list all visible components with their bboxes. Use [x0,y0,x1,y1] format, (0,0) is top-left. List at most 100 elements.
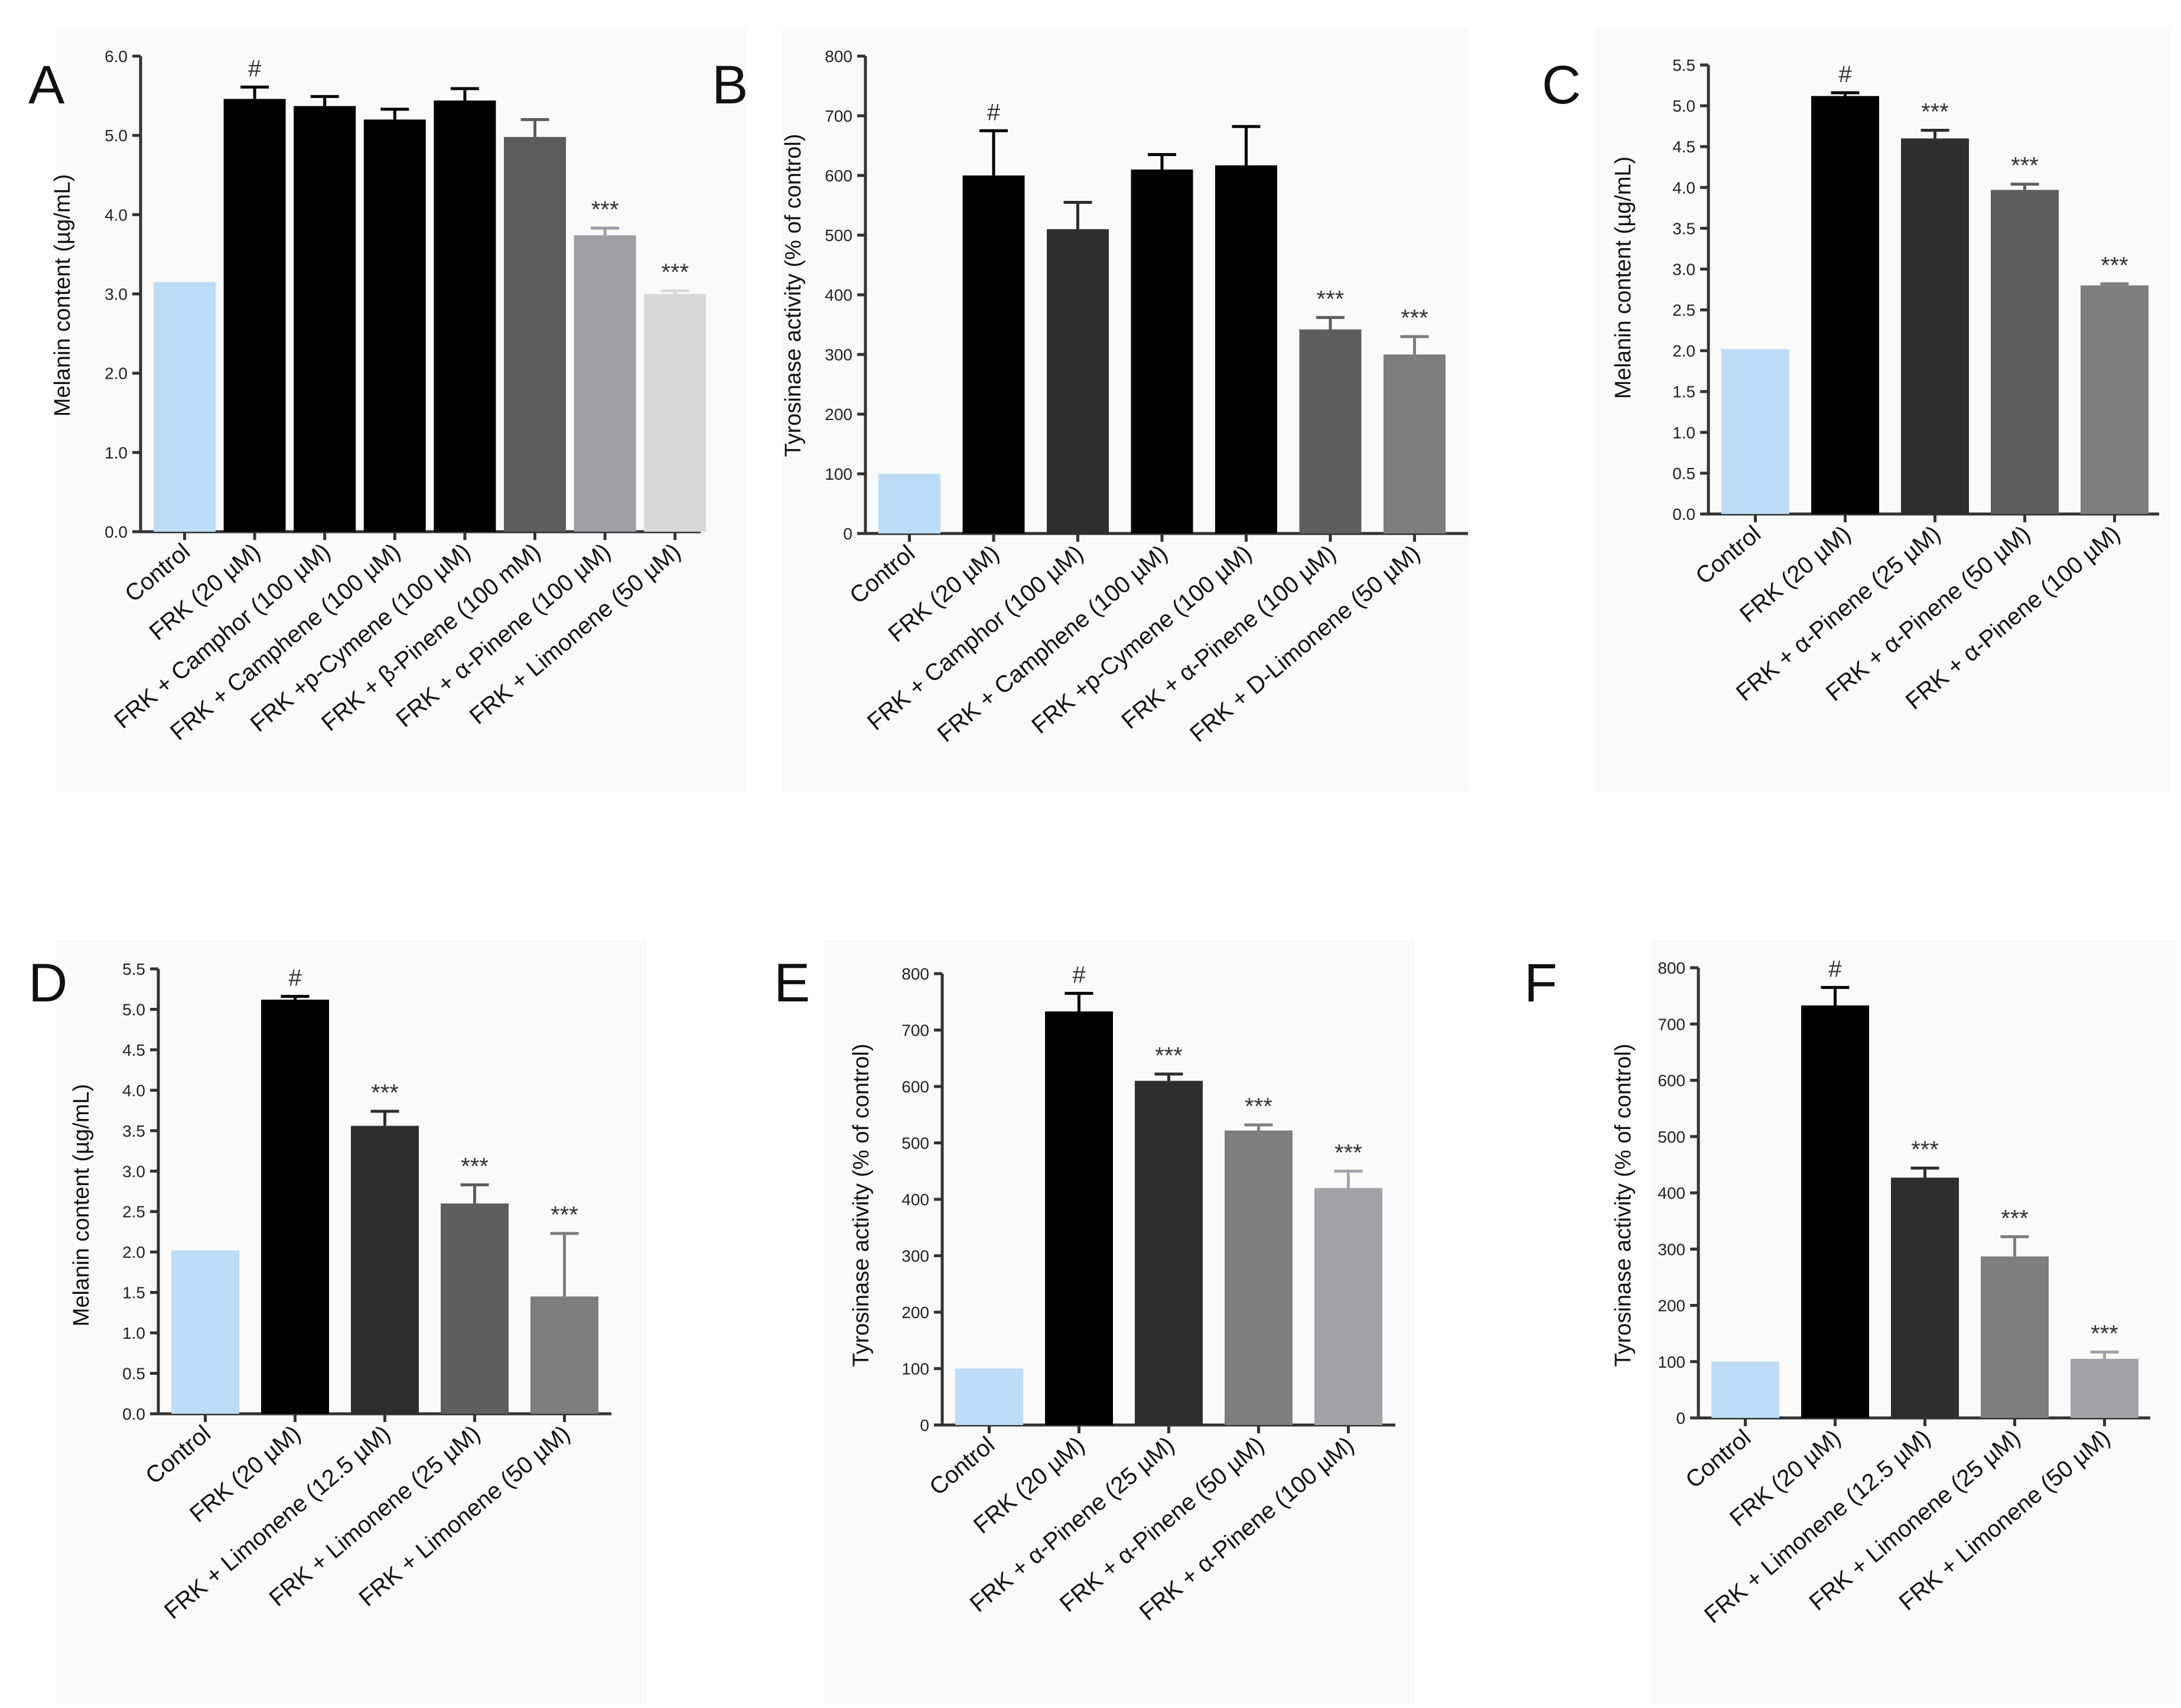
significance-marker: *** [2001,1205,2029,1231]
bar [351,1125,419,1414]
significance-marker: # [288,965,302,991]
bar [2071,1358,2138,1418]
y-tick-label: 1.5 [122,1284,145,1302]
bar [1721,349,1789,514]
bar [1215,165,1277,534]
significance-marker: *** [2101,252,2128,278]
bar [1047,229,1109,533]
y-tick-label: 200 [825,405,852,424]
y-tick-label: 800 [1658,959,1685,977]
significance-marker: *** [2011,153,2039,179]
y-tick-label: 300 [825,346,852,364]
y-tick-label: 500 [1658,1128,1685,1146]
panel-a: A Melanin content (µg/mL) 0.0 1.0 2.0 3.0 4.0 5… [28,27,747,792]
y-tick-label: 4.0 [1672,178,1695,197]
y-tick-label: 1.0 [122,1324,145,1342]
bar [1225,1130,1293,1425]
panel-letter: B [712,55,748,115]
significance-marker: *** [591,197,619,223]
y-tick-label: 600 [901,1078,929,1096]
y-tick-label: 1.5 [1672,383,1695,401]
y-tick-label: 300 [1658,1240,1685,1258]
bar [434,100,496,532]
y-tick-label: 100 [1658,1353,1685,1371]
y-tick-label: 800 [901,965,929,983]
y-tick-label: 500 [825,226,852,245]
y-axis-title: Tyrosinase activity (% of control) [849,1044,874,1367]
significance-marker: *** [2091,1321,2118,1347]
y-axis-title: Tyrosinase activity (% of control) [1611,1044,1636,1367]
panel-e: E Tyrosinase activity (% of control) 0 100 2… [774,939,1415,1704]
bar [223,99,286,532]
bar [1131,169,1193,533]
bar [644,294,707,532]
y-tick-label: 4.5 [1672,138,1695,156]
y-tick-label: 800 [825,47,852,66]
y-tick-label: 0.5 [122,1365,145,1383]
bar [504,136,566,532]
y-tick-label: 5.0 [122,1000,145,1019]
y-tick-label: 600 [1658,1072,1685,1090]
y-tick-label: 4.0 [105,206,128,224]
y-tick-label: 500 [901,1134,929,1153]
significance-marker: *** [551,1202,578,1228]
significance-marker: # [248,56,262,82]
significance-marker: *** [461,1154,489,1180]
significance-marker: *** [1334,1140,1362,1166]
panel-f: F Tyrosinase activity (% of control) 0 100 2… [1524,939,2177,1704]
panel-letter: C [1542,55,1581,115]
y-tick-label: 3.5 [1672,219,1695,238]
significance-marker: # [1072,962,1086,988]
y-tick-label: 400 [1658,1184,1685,1202]
significance-marker: *** [1911,1137,1939,1163]
bar [1801,1005,1869,1418]
bar [1891,1177,1959,1418]
y-tick-label: 6.0 [105,47,128,66]
y-tick-label: 700 [901,1021,929,1040]
y-tick-label: 0 [843,525,852,543]
panel-letter: A [28,55,65,115]
bar [261,1000,329,1414]
bar [154,282,216,532]
y-tick-label: 0.0 [122,1405,145,1423]
y-tick-label: 3.0 [1672,260,1695,278]
bar [1045,1011,1113,1425]
y-axis-title: Melanin content (µg/mL) [69,1084,94,1327]
y-tick-label: 400 [901,1190,929,1209]
y-tick-label: 300 [901,1247,929,1265]
bar [363,119,426,532]
panel-b: B Tyrosinase activity (% of control) 0 100 2… [712,27,1468,792]
panel-letter: F [1524,953,1557,1013]
panel-letter: D [28,953,67,1013]
significance-marker: *** [1921,99,1949,125]
y-tick-label: 0 [920,1416,929,1434]
significance-marker: *** [1401,305,1428,331]
y-tick-label: 1.0 [105,444,128,462]
y-tick-label: 2.5 [122,1203,145,1221]
panel-c: C Melanin content (µg/mL) 0.0 0.5 1.0 1.5 2.0 2… [1542,27,2171,792]
significance-marker: *** [661,259,689,285]
y-tick-label: 5.0 [105,126,128,145]
y-tick-label: 400 [825,286,852,304]
significance-marker: *** [371,1080,399,1106]
y-tick-label: 4.5 [122,1041,145,1059]
bar [441,1203,509,1414]
y-tick-label: 600 [825,167,852,185]
bar [878,474,940,533]
bar [1811,96,1879,514]
y-tick-label: 3.0 [122,1162,145,1180]
y-axis-title: Tyrosinase activity (% of control) [781,134,806,457]
y-tick-label: 2.5 [1672,301,1695,320]
y-axis-title: Melanin content (µg/mL) [1611,157,1636,399]
y-tick-label: 100 [901,1360,929,1378]
panel-d: D Melanin content (µg/mL) 0.0 0.5 1.0 1.5 2.0 2… [28,939,647,1704]
bar [1299,329,1362,533]
significance-marker: # [1828,956,1842,982]
bar [1135,1081,1203,1425]
bar [962,175,1025,533]
y-tick-label: 700 [1658,1015,1685,1033]
bar [2081,285,2149,514]
y-tick-label: 100 [825,465,852,483]
bar [1991,190,2059,514]
